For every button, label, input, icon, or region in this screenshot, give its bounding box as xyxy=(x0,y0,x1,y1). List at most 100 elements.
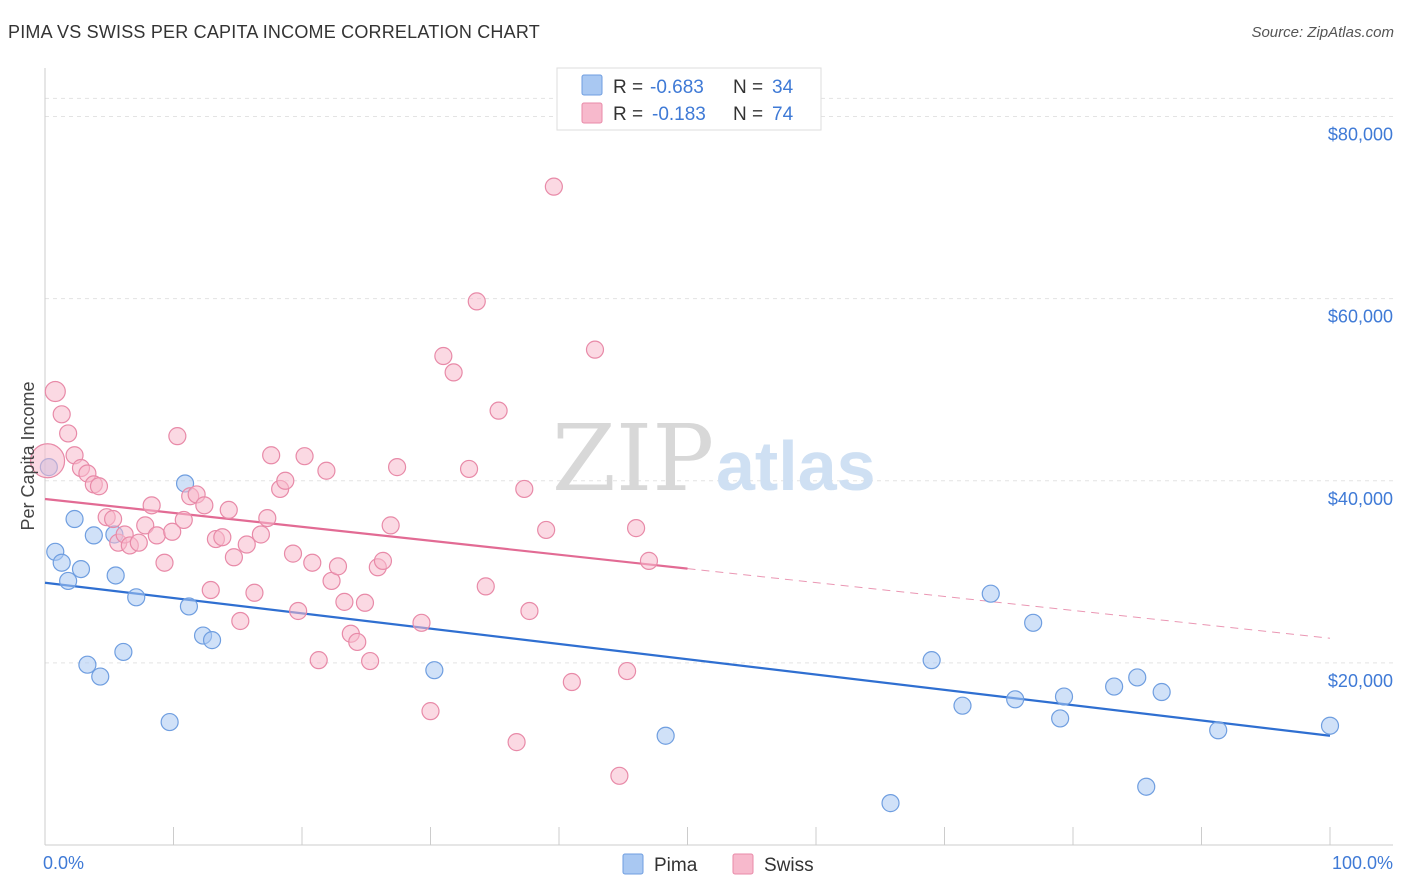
series-legend: Pima Swiss xyxy=(622,853,814,876)
swiss-r-value: -0.183 xyxy=(652,104,706,125)
swiss-point-33 xyxy=(251,525,270,544)
swiss-point-25 xyxy=(201,580,220,600)
swiss-point-30 xyxy=(231,611,250,631)
swiss-point-71 xyxy=(618,661,637,681)
pima-n-label: N = xyxy=(733,77,763,98)
swiss-point-53 xyxy=(381,516,400,535)
swiss-point-1 xyxy=(44,380,66,403)
swiss-point-66 xyxy=(537,520,556,540)
legend-swatch-pima xyxy=(622,853,644,875)
swiss-point-35 xyxy=(262,446,281,465)
swiss-point-57 xyxy=(434,346,453,366)
y-tick-labels: $20,000 $40,000 $60,000 $80,000 xyxy=(1328,125,1393,691)
pima-point-33 xyxy=(1320,716,1340,735)
pima-point-32 xyxy=(1209,721,1228,740)
pima-point-27 xyxy=(1054,687,1074,706)
swiss-point-28 xyxy=(219,500,238,520)
swiss-point-24 xyxy=(195,496,214,515)
pima-point-20 xyxy=(881,794,900,813)
swiss-point-10 xyxy=(104,509,123,529)
x-tick-label-start: 0.0% xyxy=(43,853,84,873)
y-tick-label-2: $60,000 xyxy=(1328,307,1393,327)
swiss-point-45 xyxy=(328,557,348,576)
swiss-legend-swatch xyxy=(581,102,603,124)
swiss-point-54 xyxy=(387,458,407,477)
swiss-point-2 xyxy=(52,405,71,424)
swiss-point-32 xyxy=(245,583,264,602)
swiss-point-68 xyxy=(562,672,581,692)
pima-point-21 xyxy=(922,651,941,670)
swiss-point-16 xyxy=(142,496,161,515)
legend-label-pima: Pima xyxy=(654,855,698,876)
pima-point-5 xyxy=(71,559,91,579)
swiss-point-63 xyxy=(507,733,526,752)
swiss-point-60 xyxy=(467,292,486,311)
pima-point-3 xyxy=(59,571,78,591)
x-tick-labels: 0.0% 100.0% xyxy=(43,853,1393,873)
swiss-point-40 xyxy=(295,447,314,466)
swiss-point-19 xyxy=(163,522,182,541)
swiss-point-20 xyxy=(168,427,187,446)
pima-r-value: -0.683 xyxy=(650,77,704,98)
swiss-point-67 xyxy=(544,177,563,196)
swiss-point-49 xyxy=(355,593,375,612)
pima-point-19 xyxy=(656,726,675,745)
swiss-point-46 xyxy=(335,592,354,611)
pima-trend-line xyxy=(44,581,1331,737)
grid-lines xyxy=(45,97,1393,664)
pima-point-26 xyxy=(1051,709,1070,728)
swiss-point-37 xyxy=(276,471,295,490)
swiss-point-42 xyxy=(309,651,328,670)
swiss-point-14 xyxy=(129,533,148,552)
pima-point-11 xyxy=(114,642,133,662)
swiss-point-38 xyxy=(283,544,303,563)
pima-point-24 xyxy=(1006,690,1025,709)
pima-point-22 xyxy=(953,696,972,715)
pima-point-23 xyxy=(981,584,1000,603)
chart-title: PIMA VS SWISS PER CAPITA INCOME CORRELAT… xyxy=(8,22,540,42)
swiss-point-15 xyxy=(136,516,155,535)
swiss-point-17 xyxy=(147,526,166,545)
x-tick-label-end: 100.0% xyxy=(1332,853,1393,873)
y-tick-label-1: $40,000 xyxy=(1328,489,1393,509)
swiss-point-61 xyxy=(476,577,495,596)
y-axis-label: Per Capita Income xyxy=(18,381,38,530)
watermark-atlas: atlas xyxy=(716,427,876,505)
pima-point-7 xyxy=(84,526,103,545)
pima-point-29 xyxy=(1128,668,1147,687)
y-tick-label-3: $80,000 xyxy=(1328,125,1393,145)
swiss-point-52 xyxy=(373,551,393,570)
pima-r-label: R = xyxy=(613,77,643,98)
swiss-point-55 xyxy=(412,613,431,632)
pima-point-13 xyxy=(160,712,179,732)
swiss-trend-extension xyxy=(687,568,1331,639)
pima-point-25 xyxy=(1024,613,1043,632)
swiss-point-58 xyxy=(444,363,463,382)
swiss-r-label: R = xyxy=(613,104,643,125)
legend-label-swiss: Swiss xyxy=(764,855,814,876)
swiss-point-31 xyxy=(237,535,256,554)
swiss-point-72 xyxy=(626,519,646,538)
swiss-point-59 xyxy=(459,459,479,479)
swiss-point-50 xyxy=(361,651,380,671)
pima-point-6 xyxy=(78,655,97,674)
swiss-point-3 xyxy=(59,424,78,443)
pima-point-18 xyxy=(425,661,444,680)
pima-legend-swatch xyxy=(581,74,603,96)
pima-point-28 xyxy=(1105,677,1124,696)
swiss-point-56 xyxy=(421,702,440,721)
y-tick-label-0: $20,000 xyxy=(1328,671,1393,691)
legend-swatch-swiss xyxy=(732,853,754,875)
swiss-point-18 xyxy=(155,553,174,572)
data-points xyxy=(29,177,1340,813)
pima-point-4 xyxy=(65,509,84,529)
swiss-point-62 xyxy=(489,401,508,420)
swiss-n-value: 74 xyxy=(772,104,794,125)
pima-point-10 xyxy=(106,566,125,585)
swiss-point-48 xyxy=(348,632,367,652)
pima-point-15 xyxy=(179,597,199,616)
swiss-n-label: N = xyxy=(733,104,763,125)
watermark-zip: ZIP xyxy=(552,405,714,512)
watermark: ZIP atlas xyxy=(552,405,876,512)
